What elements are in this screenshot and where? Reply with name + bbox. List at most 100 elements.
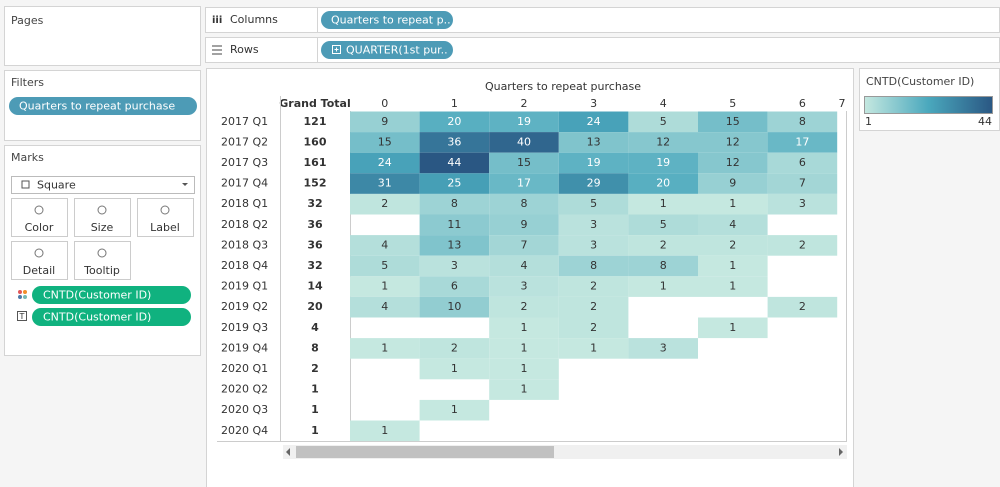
heat-cell — [489, 173, 559, 194]
heat-cell — [628, 173, 698, 194]
mark-button-label[interactable]: Color — [25, 221, 54, 234]
pages-panel — [4, 6, 201, 66]
grand-total: 1 — [311, 424, 319, 437]
label-icon-glyph: T — [19, 312, 25, 321]
mark-button[interactable] — [11, 241, 68, 280]
heat-cell — [350, 152, 420, 174]
mark-button-label[interactable]: Size — [91, 221, 114, 234]
filter-pill[interactable] — [9, 97, 197, 115]
column-title: Quarters to repeat purchase — [485, 80, 641, 93]
marks-pill[interactable] — [32, 286, 191, 304]
cell-label: 31 — [378, 177, 392, 190]
heat-cell — [767, 173, 838, 194]
cell-label: 1 — [729, 259, 736, 272]
cell-label: 2 — [729, 238, 736, 251]
rows-pill[interactable] — [321, 41, 453, 59]
shelf-icon: iii — [212, 15, 222, 26]
grand-total: 2 — [311, 362, 319, 375]
color-icon — [18, 295, 22, 299]
heat-cell — [419, 358, 490, 380]
scroll-left[interactable] — [286, 448, 290, 456]
heat-cell — [419, 193, 490, 215]
cell-label: 1 — [521, 321, 528, 334]
heat-cell — [698, 173, 768, 194]
mark-button-label[interactable]: Detail — [23, 264, 55, 277]
mark-type-dropdown[interactable] — [11, 176, 195, 194]
mark-button[interactable] — [137, 198, 194, 237]
cell-label: 19 — [587, 156, 601, 169]
cell-label: 3 — [451, 259, 458, 272]
heat-cell — [628, 111, 698, 133]
cell-label: 12 — [656, 135, 670, 148]
grand-total: 161 — [304, 156, 327, 169]
filter-pill-label[interactable]: Quarters to repeat purchase — [19, 100, 175, 113]
cell-label: 1 — [729, 280, 736, 293]
column-header: 1 — [451, 97, 458, 110]
cell-label: 44 — [447, 156, 461, 169]
shelf-label: Rows — [230, 43, 259, 56]
mark-button[interactable] — [11, 198, 68, 237]
heat-cell — [350, 338, 420, 359]
row-header: 2018 Q1 — [221, 197, 268, 210]
cell-label: 9 — [521, 218, 528, 231]
heat-cell — [558, 193, 629, 215]
mark-button-label[interactable]: Tooltip — [83, 264, 120, 277]
cell-label: 29 — [587, 177, 601, 190]
heat-cell — [767, 193, 838, 215]
mark-type-label[interactable]: Square — [37, 179, 76, 192]
heat-cell — [419, 173, 490, 194]
heat-cell — [628, 152, 698, 174]
total-header: Grand Total — [279, 97, 350, 110]
mark-button[interactable] — [74, 241, 131, 280]
cell-label: 40 — [517, 135, 531, 148]
columns-pill[interactable] — [321, 11, 453, 29]
cell-label: 4 — [729, 218, 736, 231]
cell-label: 2 — [799, 238, 806, 251]
cell-label: 2 — [590, 280, 597, 293]
cell-label: 20 — [447, 115, 461, 128]
heat-cell — [419, 152, 490, 174]
columns-pill-label[interactable]: Quarters to repeat p.. — [331, 14, 451, 27]
cell-label: 2 — [521, 300, 528, 313]
heat-cell — [698, 235, 768, 256]
heat-cell — [767, 235, 838, 256]
heat-cell — [628, 193, 698, 215]
columns-shelf-label-box — [205, 7, 318, 33]
heat-cell — [698, 317, 768, 339]
cell-label: 15 — [378, 135, 392, 148]
scrollbar-thumb[interactable] — [296, 446, 554, 458]
grand-total: 32 — [307, 259, 322, 272]
cell-label: 36 — [447, 135, 461, 148]
heat-cell — [489, 152, 559, 174]
scroll-right[interactable] — [839, 448, 843, 456]
cell-label: 20 — [656, 177, 670, 190]
cell-label: 25 — [447, 177, 461, 190]
cell-label: 2 — [660, 238, 667, 251]
heat-cell — [767, 296, 838, 318]
heat-cell — [419, 399, 490, 421]
grand-total: 4 — [311, 321, 319, 334]
cell-label: 1 — [521, 383, 528, 396]
mark-button-label[interactable]: Label — [150, 221, 180, 234]
heat-cell — [489, 379, 559, 400]
rows-pill-label[interactable]: QUARTER(1st pur.. — [346, 44, 448, 57]
grand-total: 152 — [304, 177, 327, 190]
cell-label: 7 — [799, 177, 806, 190]
marks-pill-label[interactable]: CNTD(Customer ID) — [43, 289, 151, 302]
heat-cell — [558, 214, 629, 236]
color-icon — [23, 290, 27, 294]
mark-button[interactable] — [74, 198, 131, 237]
marks-pill[interactable] — [32, 308, 191, 326]
cell-label: 2 — [381, 197, 388, 210]
cell-label: 8 — [660, 259, 667, 272]
cell-label: 19 — [656, 156, 670, 169]
heat-cell — [419, 296, 490, 318]
column-header: 4 — [660, 97, 667, 110]
heat-cell — [558, 235, 629, 256]
cell-label: 1 — [381, 424, 388, 437]
heat-cell — [489, 132, 559, 153]
heat-cell — [767, 132, 838, 153]
row-header: 2019 Q2 — [221, 300, 268, 313]
marks-pill-label[interactable]: CNTD(Customer ID) — [43, 311, 151, 324]
cell-label: 1 — [729, 321, 736, 334]
